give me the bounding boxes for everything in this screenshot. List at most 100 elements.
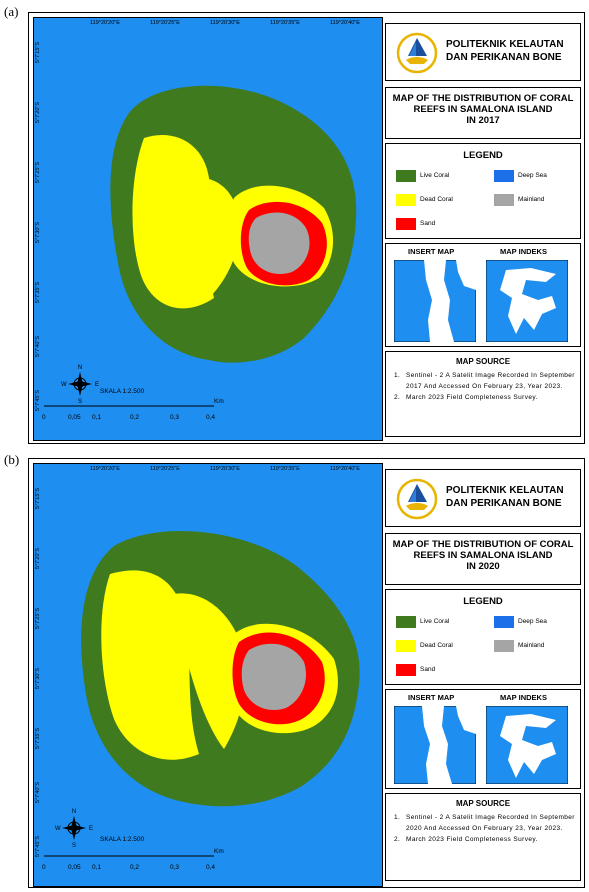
map-source-item: March 2023 Field Completeness Survey.	[406, 394, 538, 401]
map-source-title: MAP SOURCE	[455, 799, 511, 808]
legend-label: Mainland	[518, 642, 545, 649]
title-box: MAP OF THE DISTRIBUTION OF CORAL REEFS I…	[385, 87, 581, 139]
insert-map-box: INSERT MAP MAP INDEKS	[385, 689, 581, 789]
scale-tick: 0,3	[170, 414, 180, 421]
legend-label: Deep Sea	[518, 172, 547, 179]
compass-east: E	[95, 382, 99, 388]
left-coord: 5°7'15"S	[35, 488, 41, 510]
title-box: MAP OF THE DISTRIBUTION OF CORAL REEFS I…	[385, 533, 581, 585]
legend-label: Dead Coral	[420, 196, 453, 203]
insert-map-image	[394, 706, 476, 784]
org-name: POLITEKNIK KELAUTAN DAN PERIKANAN BONE	[446, 485, 564, 509]
legend-title: LEGEND	[463, 150, 503, 161]
dead-coral-area	[101, 570, 199, 760]
left-coord: 5°7'30"S	[35, 668, 41, 690]
top-coord: 119°20'35"E	[270, 20, 300, 26]
left-coord: 5°7'40"S	[35, 336, 41, 358]
legend-label: Deep Sea	[518, 618, 547, 625]
map-frame: N S E W 119°20'20"E 119°20'25"E 119°20'3…	[33, 463, 383, 887]
compass-east: E	[89, 826, 93, 832]
map-source-item: March 2023 Field Completeness Survey.	[406, 836, 538, 843]
compass-north: N	[78, 365, 82, 371]
top-coord: 119°20'25"E	[150, 20, 180, 26]
compass-south: S	[78, 399, 82, 405]
map-source-box: MAP SOURCE 1. Sentinel - 2 A Satelit Imag…	[385, 351, 581, 437]
map-index-title: MAP INDEKS	[500, 693, 547, 702]
map-index-image	[486, 706, 568, 784]
mainland-area	[248, 212, 310, 274]
left-coord: 5°7'20"S	[35, 102, 41, 124]
legend-swatch-dead-coral	[396, 640, 416, 652]
legend-swatch-deep-sea	[494, 616, 514, 628]
legend-box: LEGEND Live Coral Deep Sea Dead Coral Ma…	[385, 143, 581, 239]
legend-swatch-mainland	[494, 640, 514, 652]
scale-tick: 0,3	[170, 864, 180, 871]
island-map: N S E W	[34, 464, 382, 886]
legend-swatch-sand	[396, 664, 416, 676]
map-source-item: Sentinel - 2 A Satelit Image Recorded In…	[406, 372, 575, 390]
left-coord: 5°7'40"S	[35, 782, 41, 804]
compass-south: S	[72, 843, 76, 849]
island-map: N S E W	[34, 18, 382, 440]
panel-label-b: (b)	[4, 452, 20, 467]
panel-label-a: (a)	[4, 4, 19, 19]
map-title-line: MAP OF THE DISTRIBUTION OF CORAL	[392, 93, 574, 104]
map-title-line: REEFS IN SAMALONA ISLAND	[413, 104, 553, 115]
legend-swatch-dead-coral	[396, 194, 416, 206]
scale-tick: 0,4	[206, 864, 216, 871]
left-coord: 5°7'25"S	[35, 162, 41, 184]
legend-label: Live Coral	[420, 618, 450, 625]
left-coord: 5°7'35"S	[35, 282, 41, 304]
scale-text: SKALA 1:2.500	[100, 836, 145, 843]
map-index-title: MAP INDEKS	[500, 247, 547, 256]
mainland-area	[241, 643, 306, 710]
insert-map-image	[394, 260, 476, 342]
legend-swatch-deep-sea	[494, 170, 514, 182]
left-coord: 5°7'45"S	[35, 836, 41, 858]
map-title-line: IN 2020	[466, 561, 500, 572]
legend-swatch-mainland	[494, 194, 514, 206]
scale-tick: 0,1	[92, 864, 102, 871]
map-source-item: Sentinel - 2 A Satelit Image Recorded In…	[406, 814, 575, 832]
scale-tick: 0,05	[68, 864, 81, 871]
left-coord: 5°7'25"S	[35, 608, 41, 630]
top-coord: 119°20'20"E	[90, 466, 120, 472]
scale-tick: 0,2	[130, 414, 140, 421]
scale-tick: 0	[42, 864, 46, 871]
legend-label: Mainland	[518, 196, 545, 203]
map-source-title: MAP SOURCE	[455, 357, 511, 366]
map-title-line: IN 2017	[466, 115, 500, 126]
legend-swatch-live-coral	[396, 616, 416, 628]
scale-tick: 0,2	[130, 864, 140, 871]
institution-logo-icon	[396, 32, 438, 74]
org-box: POLITEKNIK KELAUTAN DAN PERIKANAN BONE	[385, 23, 581, 81]
top-coord: 119°20'40"E	[330, 20, 360, 26]
legend-swatch-live-coral	[396, 170, 416, 182]
legend-label: Sand	[420, 220, 436, 227]
legend-title: LEGEND	[463, 596, 503, 607]
scale-tick: 0,1	[92, 414, 102, 421]
top-coord: 119°20'35"E	[270, 466, 300, 472]
org-name: POLITEKNIK KELAUTAN DAN PERIKANAN BONE	[446, 39, 564, 63]
institution-logo-icon	[396, 478, 438, 520]
left-coord: 5°7'45"S	[35, 390, 41, 412]
insert-map-title: INSERT MAP	[408, 247, 455, 256]
scale-tick: 0	[42, 414, 46, 421]
map-panel-2017: N S E W 119°20'20"E 119°20'25"E 119°20'3…	[28, 12, 585, 444]
scale-tick: 0,05	[68, 414, 81, 421]
top-coord: 119°20'25"E	[150, 466, 180, 472]
map-frame: N S E W 119°20'20"E 119°20'25"E 119°20'3…	[33, 17, 383, 441]
legend-swatch-sand	[396, 218, 416, 230]
top-coord: 119°20'30"E	[210, 20, 240, 26]
legend-label: Dead Coral	[420, 642, 453, 649]
insert-map-title: INSERT MAP	[408, 693, 455, 702]
left-coord: 5°7'20"S	[35, 548, 41, 570]
map-panel-2020: N S E W 119°20'20"E 119°20'25"E 119°20'3…	[28, 458, 585, 888]
scale-unit: Km	[214, 398, 224, 405]
scale-tick: 0,4	[206, 414, 216, 421]
map-title-line: MAP OF THE DISTRIBUTION OF CORAL	[392, 539, 574, 550]
org-box: POLITEKNIK KELAUTAN DAN PERIKANAN BONE	[385, 469, 581, 527]
map-title-line: REEFS IN SAMALONA ISLAND	[413, 550, 553, 561]
left-coord: 5°7'35"S	[35, 728, 41, 750]
map-index-image	[486, 260, 568, 342]
